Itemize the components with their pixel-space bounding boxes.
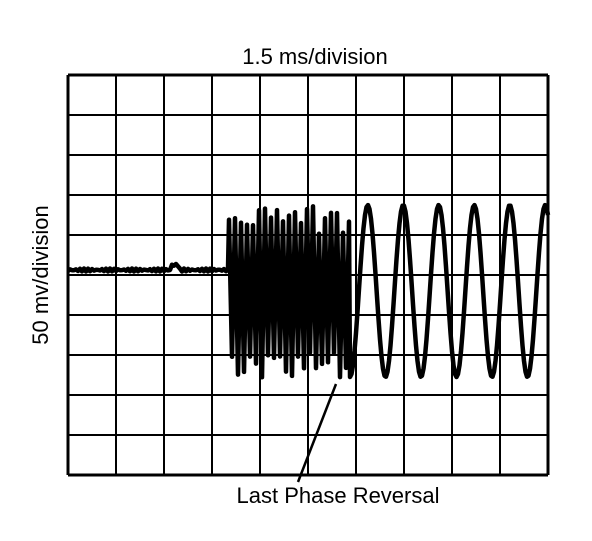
title: 1.5 ms/division [242, 44, 388, 69]
leader-line [296, 383, 338, 483]
annotation-label: Last Phase Reversal [237, 483, 440, 508]
y-axis-label: 50 mv/division [28, 205, 53, 344]
waveform-trace [66, 202, 551, 380]
